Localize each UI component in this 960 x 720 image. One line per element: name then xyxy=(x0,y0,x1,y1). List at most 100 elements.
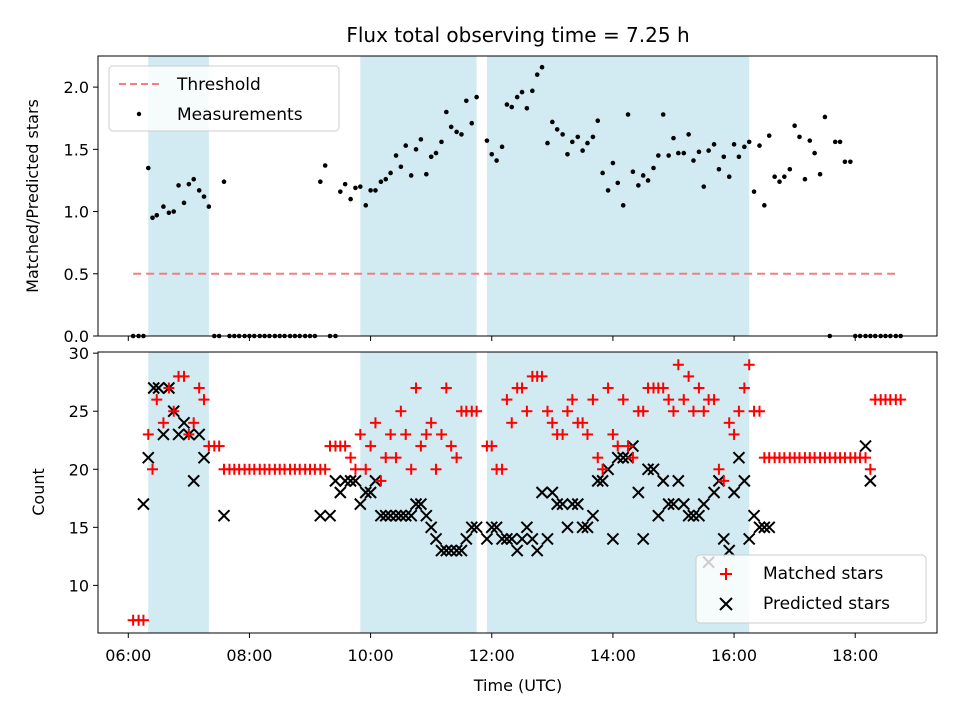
matched-star-marker xyxy=(188,417,200,429)
measurement-point xyxy=(691,158,696,163)
matched-star-marker xyxy=(541,405,553,417)
measurement-point xyxy=(363,203,369,208)
predicted-star-marker xyxy=(465,521,478,534)
matched-star-marker xyxy=(860,452,872,464)
predicted-star-marker xyxy=(172,428,185,441)
measurement-point xyxy=(348,196,353,202)
matched-star-marker xyxy=(390,452,402,464)
predicted-star-marker xyxy=(591,474,604,488)
matched-star-marker xyxy=(430,463,442,475)
predicted-star-marker xyxy=(329,474,342,488)
matched-star-marker xyxy=(587,394,599,406)
bottom-axes-frame xyxy=(97,351,938,634)
measurement-point xyxy=(424,171,429,177)
matched-star-marker xyxy=(678,394,690,406)
predicted-star-marker xyxy=(662,497,675,511)
measurement-point xyxy=(398,164,404,170)
predicted-star-marker xyxy=(743,532,756,546)
matched-star-marker xyxy=(425,417,437,429)
matched-star-marker xyxy=(339,440,351,452)
matched-star-marker xyxy=(400,428,412,440)
measurement-point xyxy=(797,134,802,140)
measurement-point xyxy=(766,133,772,138)
matched-star-marker xyxy=(137,614,149,626)
matched-star-marker xyxy=(319,463,331,475)
measurement-point xyxy=(444,109,449,115)
bottom-y-ticks: 10 15 20 25 30 xyxy=(69,344,98,595)
matched-star-marker xyxy=(163,382,175,394)
measurement-point xyxy=(388,170,393,176)
predicted-star-marker xyxy=(717,532,730,546)
predicted-star-marker xyxy=(470,521,483,534)
predicted-star-marker xyxy=(177,416,191,430)
predicted-star-marker xyxy=(384,509,397,522)
measurement-point xyxy=(706,148,711,153)
predicted-star-marker xyxy=(455,544,468,557)
measurement-point xyxy=(757,143,762,148)
measurement-point xyxy=(822,114,828,120)
predicted-star-marker xyxy=(738,474,751,488)
predicted-star-marker xyxy=(394,509,408,522)
measurement-point xyxy=(358,184,363,189)
measurement-point xyxy=(524,105,530,111)
matched-star-marker xyxy=(375,475,387,487)
measurement-point xyxy=(615,180,621,186)
predicted-star-marker xyxy=(617,451,630,464)
predicted-star-marker xyxy=(571,497,584,511)
y-tick-label: 0.0 xyxy=(64,327,89,346)
y-tick-label: 15 xyxy=(69,518,89,537)
measurement-point xyxy=(150,215,155,221)
predicted-star-marker xyxy=(409,497,423,511)
matched-star-marker xyxy=(683,370,695,382)
predicted-star-marker xyxy=(561,521,574,534)
matched-star-marker xyxy=(864,463,876,475)
measurement-point xyxy=(378,179,384,184)
top-ylabel: Matched/Predicted stars xyxy=(23,99,42,293)
matched-star-marker xyxy=(607,428,619,440)
predicted-star-marker xyxy=(399,509,412,522)
measurement-point xyxy=(534,72,540,77)
x-axis-label: Time (UTC) xyxy=(473,676,562,695)
measurement-point xyxy=(656,153,661,158)
measurement-point xyxy=(630,169,636,175)
x-tick-label: 12:00 xyxy=(469,646,515,665)
measurement-point xyxy=(428,154,434,160)
x-tick-label: 14:00 xyxy=(590,646,636,665)
predicted-star-marker xyxy=(677,497,690,511)
legend-measurements-label: Measurements xyxy=(177,105,303,125)
predicted-star-marker xyxy=(687,509,700,522)
matched-star-marker xyxy=(354,428,366,440)
x-tick-label: 08:00 xyxy=(226,646,272,665)
measurement-point xyxy=(550,119,555,125)
predicted-star-marker xyxy=(440,544,453,557)
matched-star-marker xyxy=(369,417,381,429)
measurement-point xyxy=(742,144,747,150)
legend-predicted-swatch xyxy=(719,597,733,611)
measurement-point xyxy=(318,179,323,184)
predicted-star-marker xyxy=(450,544,463,557)
measurement-point xyxy=(832,139,838,145)
matched-star-marker xyxy=(698,405,710,417)
matched-star-marker xyxy=(516,382,528,394)
matched-star-marker xyxy=(142,428,154,440)
predicted-star-marker xyxy=(192,428,206,441)
predicted-star-marker xyxy=(550,497,564,511)
predicted-star-marker xyxy=(152,381,165,395)
legend-threshold-label: Threshold xyxy=(176,75,261,95)
predicted-star-marker xyxy=(566,497,579,511)
predicted-star-marker xyxy=(197,451,211,464)
matched-star-marker xyxy=(178,370,190,382)
predicted-star-marker xyxy=(420,509,433,522)
matched-star-marker xyxy=(405,463,417,475)
predicted-star-marker xyxy=(697,497,710,511)
matched-star-marker xyxy=(657,382,669,394)
measurement-point xyxy=(575,134,581,140)
predicted-star-marker xyxy=(374,509,388,522)
measurement-point xyxy=(504,102,510,107)
measurement-point xyxy=(812,150,817,156)
y-tick-label: 1.0 xyxy=(64,203,89,222)
predicted-star-marker xyxy=(611,451,624,464)
matched-star-marker xyxy=(597,463,609,475)
measurement-point xyxy=(671,135,676,141)
matched-star-marker xyxy=(496,463,508,475)
